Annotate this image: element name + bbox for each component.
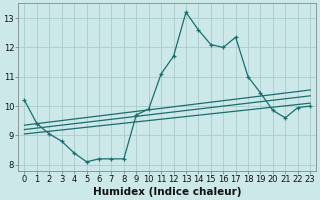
X-axis label: Humidex (Indice chaleur): Humidex (Indice chaleur) xyxy=(93,187,242,197)
